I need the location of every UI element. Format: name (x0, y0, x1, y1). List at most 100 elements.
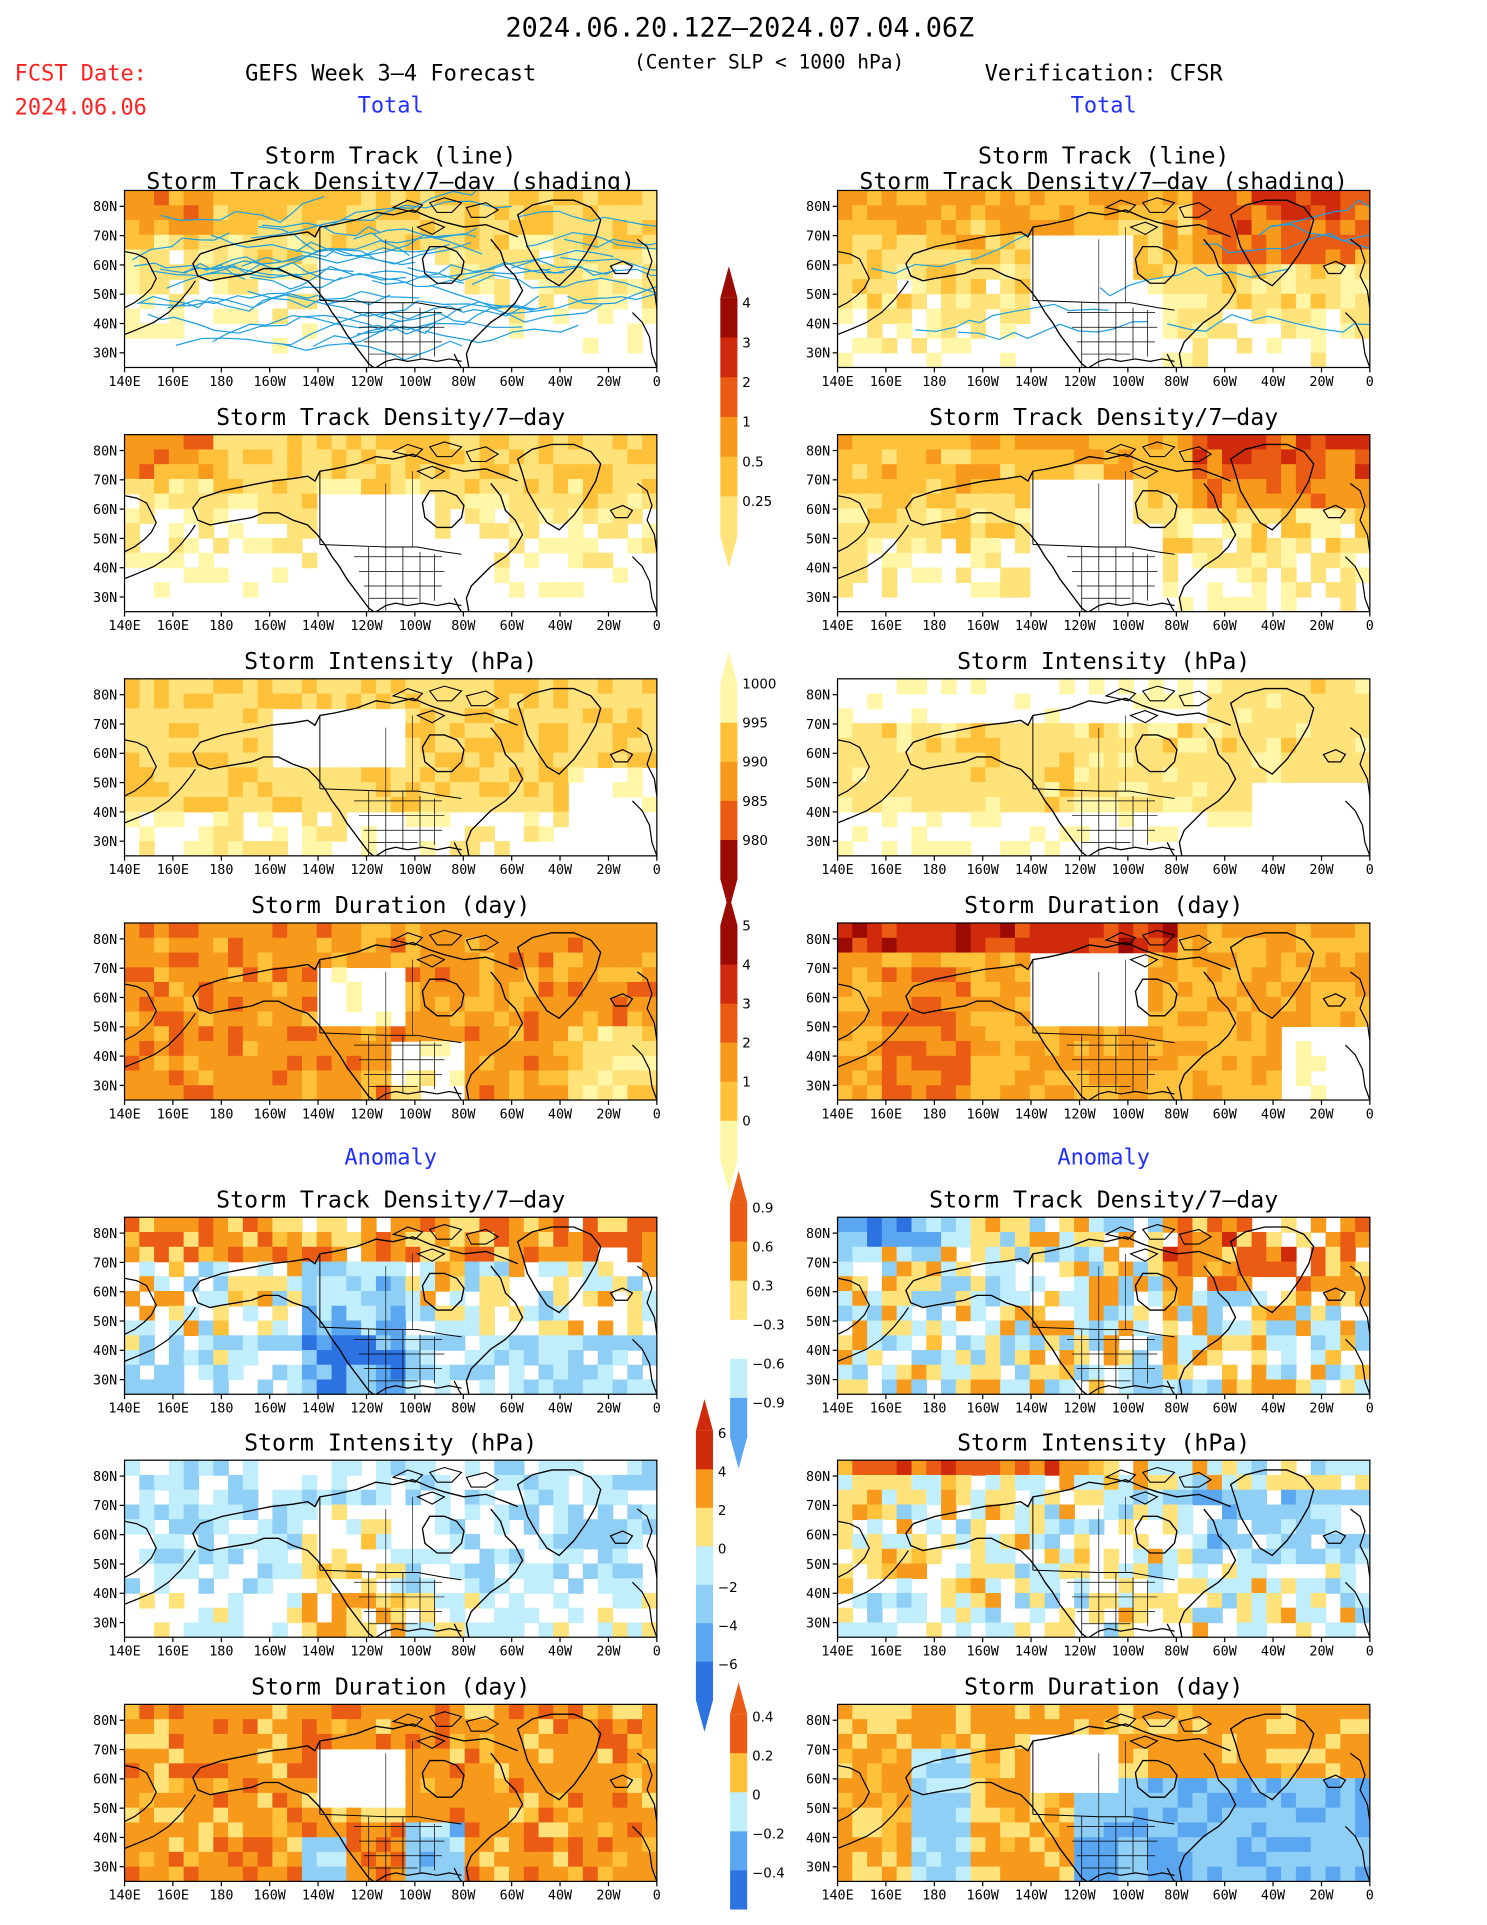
shade-cell (568, 1533, 584, 1550)
shade-cell (852, 737, 868, 754)
shade-cell (1148, 264, 1164, 280)
shade-cell (642, 1837, 657, 1853)
panel-title: Storm Track Density/7–day (216, 1186, 565, 1213)
shade-cell (1236, 1733, 1253, 1750)
shade-cell (1162, 449, 1179, 465)
shade-cell (926, 352, 942, 368)
shade-cell (124, 1335, 141, 1351)
shade-cell (911, 1563, 928, 1579)
shade-cell (837, 967, 854, 983)
lat-tick-label: 70N (806, 474, 830, 489)
panel-title: Storm Intensity (hPa) (244, 648, 537, 675)
shade-cell (867, 1719, 883, 1735)
shade-cell (852, 220, 868, 236)
shade-cell (896, 1364, 913, 1381)
shade-cell (1029, 937, 1046, 954)
shade-cell (1029, 1276, 1046, 1292)
shade-cell (287, 1290, 303, 1307)
shade-cell (242, 952, 259, 969)
shade-cell (301, 782, 318, 798)
shade-cell (1148, 1055, 1164, 1072)
shade-cell (867, 523, 883, 539)
shade-cell (198, 1837, 215, 1853)
shade-cell (1355, 723, 1370, 739)
shade-cell (316, 1232, 333, 1248)
shade-cell (405, 234, 421, 251)
shade-cell (1162, 1792, 1179, 1809)
shade-cell (582, 1070, 599, 1086)
shade-cell (1266, 1232, 1282, 1248)
shade-cell (1207, 205, 1223, 221)
lat-tick-label: 50N (93, 776, 117, 791)
shade-cell (955, 264, 972, 280)
shade-cell (867, 1607, 883, 1624)
shade-cell (568, 1261, 584, 1278)
shade-cell (1177, 1489, 1194, 1506)
shade-cell (508, 1504, 525, 1521)
shade-cell (837, 1011, 854, 1028)
shade-cell (1310, 981, 1327, 998)
shade-cell (301, 767, 318, 783)
shade-cell (1162, 782, 1179, 798)
shade-cell (1074, 737, 1090, 754)
shade-cell (970, 1335, 987, 1351)
shade-cell (627, 1305, 643, 1322)
shade-cell (1266, 293, 1282, 310)
shade-cell (1236, 264, 1253, 280)
shade-cell (553, 1792, 569, 1809)
shade-cell (1029, 1533, 1046, 1550)
shade-cell (1340, 508, 1356, 524)
shade-cell (1355, 1548, 1370, 1565)
shade-cell (272, 1320, 288, 1337)
shade-cell (405, 1305, 421, 1322)
shade-cell (1355, 523, 1370, 539)
map-field (124, 1217, 657, 1395)
shade-cell (1207, 967, 1223, 983)
shade-cell (612, 205, 629, 221)
shade-cell (479, 1261, 495, 1278)
shade-cell (301, 1379, 318, 1395)
shade-cell (970, 1070, 987, 1086)
shade-cell (553, 708, 569, 724)
lon-tick-label: 40W (1261, 619, 1286, 634)
shade-cell (553, 308, 569, 325)
shade-cell (642, 1070, 657, 1086)
shade-cell (597, 1807, 614, 1824)
shade-cell (597, 464, 614, 480)
shade-cell (301, 1276, 318, 1292)
shade-cell (228, 1548, 244, 1565)
shade-cell (1177, 1548, 1194, 1565)
shade-cell (523, 1070, 540, 1086)
shade-cell (538, 967, 555, 983)
shade-cell (926, 1622, 942, 1638)
shade-cell (1236, 1533, 1253, 1550)
shade-cell (1088, 1704, 1105, 1720)
shade-cell (1340, 1763, 1356, 1779)
shade-cell (1162, 796, 1179, 813)
shade-cell (405, 1350, 421, 1366)
shade-cell (955, 782, 972, 798)
shade-cell (642, 537, 657, 554)
shade-cell (390, 767, 407, 783)
shade-cell (597, 1548, 614, 1565)
shade-cell (1325, 220, 1342, 236)
shade-cell (1162, 1246, 1179, 1263)
shade-cell (316, 1305, 333, 1322)
shade-cell (612, 1232, 629, 1248)
storm-track-line (167, 276, 342, 309)
shade-cell (642, 937, 657, 954)
shade-cell (568, 967, 584, 983)
shade-cell (213, 508, 229, 524)
shade-cell (449, 752, 466, 769)
shade-cell (139, 1719, 155, 1735)
shade-cell (970, 678, 987, 695)
shade-cell (449, 937, 466, 954)
shade-cell (1059, 1460, 1075, 1476)
shade-cell (852, 1246, 868, 1263)
shade-cell (837, 1733, 854, 1750)
shade-cell (287, 1866, 303, 1882)
shade-cell (213, 1851, 229, 1868)
shade-cell (242, 1460, 259, 1476)
shade-cell (568, 1748, 584, 1765)
shade-cell (301, 1822, 318, 1838)
